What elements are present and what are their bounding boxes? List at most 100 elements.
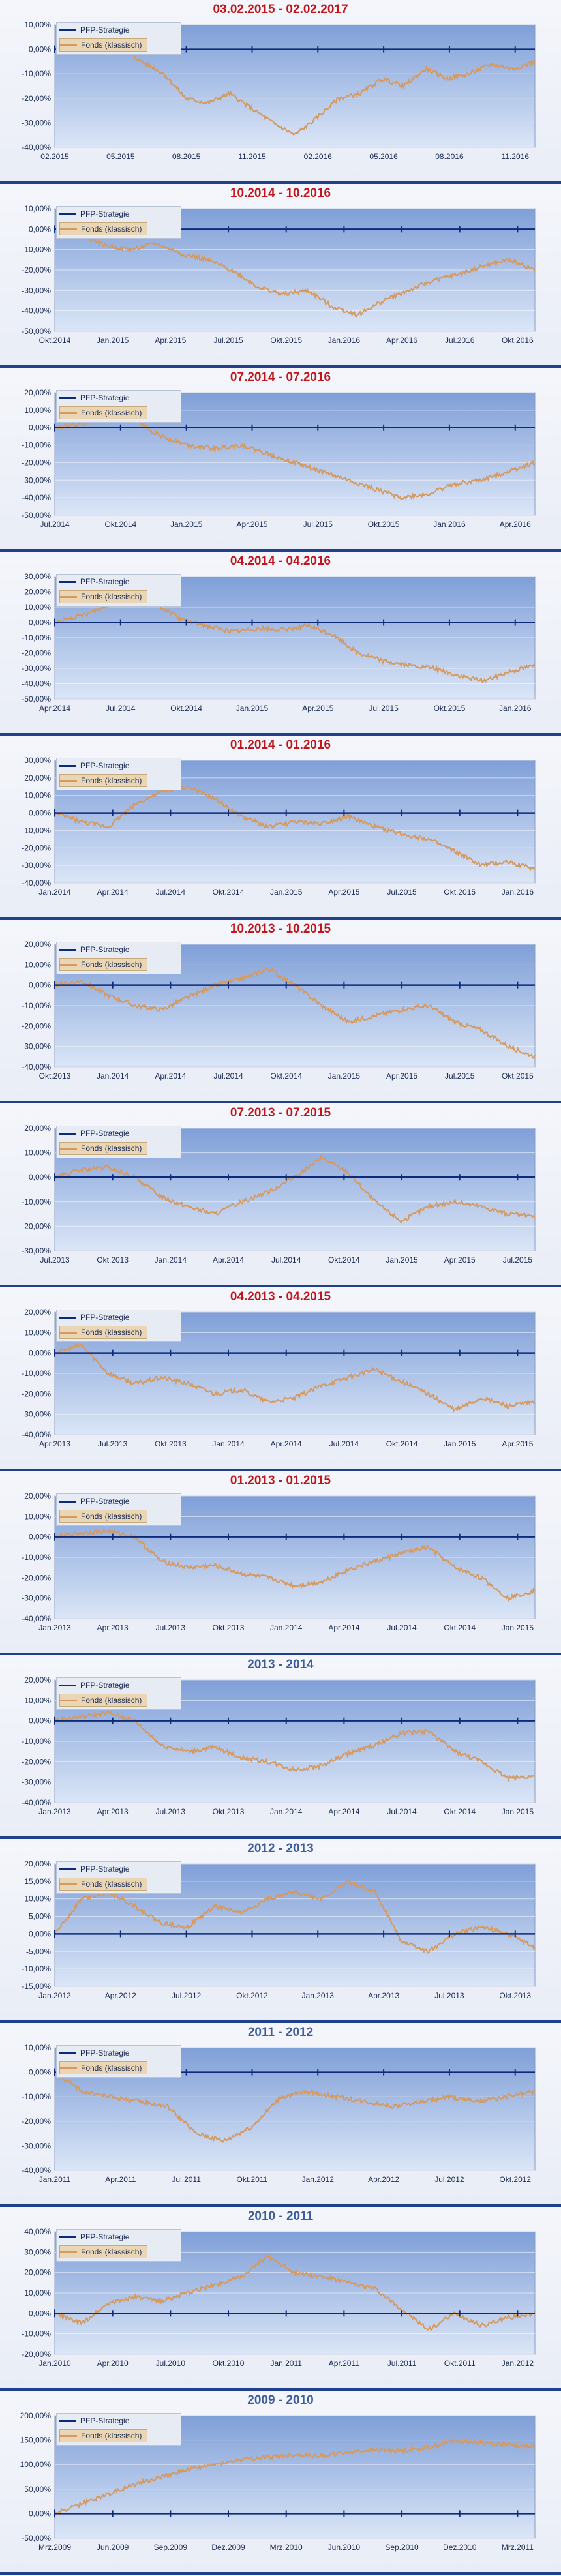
y-tick-label: -10,00% [22,826,51,835]
x-tick-label: Okt.2015 [502,1071,534,1081]
x-tick-label: 05.2015 [106,152,135,161]
legend-swatch-fonds [60,596,77,599]
y-tick-label: 20,00% [24,1124,51,1133]
y-tick-label: 0,00% [29,224,51,233]
legend-label-pfp: PFP-Strategie [80,2232,130,2241]
legend: PFP-Strategie Fonds (klassisch) [56,1126,181,1158]
series-fonds-line [53,1879,536,1954]
legend-item-pfp: PFP-Strategie [59,208,129,220]
x-tick-label: Jan.2012 [502,2359,534,2368]
legend-item-pfp: PFP-Strategie [59,2047,129,2059]
legend-item-fonds: Fonds (klassisch) [59,1142,148,1155]
chart-panel: 07.2014 - 07.2016 20,00% 10,00% 0,00% -10,00… [0,368,561,552]
legend-item-pfp: PFP-Strategie [59,1679,129,1691]
series-fonds-line [54,784,536,871]
x-tick-label: Okt.2014 [328,1255,360,1265]
x-tick-label: Jul.2014 [271,1255,301,1265]
y-tick-label: -10,00% [22,1001,51,1010]
series-fonds-line [54,2438,536,2515]
y-tick-label: -50,00% [22,695,51,704]
y-tick-label: -10,00% [22,1964,51,1973]
x-tick-label: Apr.2016 [386,336,417,345]
x-tick-label: Apr.2013 [368,1991,399,2000]
legend-swatch-fonds [60,228,77,231]
y-tick-label: -40,00% [22,1062,51,1071]
legend-label-fonds: Fonds (klassisch) [81,1512,142,1521]
x-tick-label: Okt.2011 [237,2175,268,2184]
x-tick-label: Jan.2013 [38,1807,71,1816]
chart-title: 2009 - 2010 [247,2393,314,2407]
legend-swatch-pfp [59,1868,76,1871]
x-tick-label: Jul.2011 [387,2359,417,2368]
legend: PFP-Strategie Fonds (klassisch) [56,1310,181,1342]
x-tick-label: Jul.2015 [445,1071,475,1081]
x-tick-label: Jul.2013 [434,1991,464,2000]
x-tick-label: Apr.2013 [97,1623,129,1632]
x-tick-label: 11.2015 [238,152,266,161]
legend-label-fonds: Fonds (klassisch) [81,776,142,785]
x-tick-label: Jan.2016 [502,888,534,897]
y-tick-label: -40,00% [22,2166,51,2175]
legend-item-fonds: Fonds (klassisch) [59,2061,148,2074]
legend-item-pfp: PFP-Strategie [59,1128,129,1139]
legend: PFP-Strategie Fonds (klassisch) [56,1493,181,1526]
y-tick-label: -30,00% [22,1246,51,1255]
x-tick-label: Jan.2015 [502,1807,534,1816]
y-tick-label: 30,00% [24,756,51,765]
chart-title: 07.2014 - 07.2016 [230,370,331,384]
x-tick-label: Jan.2014 [38,888,71,897]
legend-swatch-fonds [60,44,77,47]
x-tick-label: Apr.2015 [302,704,333,713]
x-tick-label: Jul.2015 [369,704,399,713]
x-tick-label: Apr.2015 [155,336,186,345]
legend-label-fonds: Fonds (klassisch) [81,1328,142,1337]
y-tick-label: 15,00% [24,1877,51,1886]
x-tick-label: 08.2015 [172,152,201,161]
legend-swatch-pfp [59,1501,76,1503]
y-tick-label: -20,00% [22,1221,51,1231]
y-tick-label: 20,00% [24,388,51,397]
chart-title: 2012 - 2013 [247,1842,314,1855]
y-tick-label: -30,00% [22,861,51,870]
chart-panel: 2011 - 2012 10,00% 0,00% -10,00% -20,00% -30,… [0,2023,561,2207]
chart-title: 01.2013 - 01.2015 [230,1474,331,1488]
y-tick-label: -20,00% [22,2350,51,2359]
y-tick-label: -20,00% [22,649,51,658]
x-tick-label: Mrz.2010 [270,2543,303,2552]
x-tick-label: Jan.2014 [270,1807,303,1816]
x-tick-label: Jan.2013 [302,1991,335,2000]
legend-label-fonds: Fonds (klassisch) [81,408,142,417]
legend-item-pfp: PFP-Strategie [59,576,129,588]
legend-item-pfp: PFP-Strategie [59,24,129,36]
series-fonds-line [54,1710,536,1783]
y-tick-label: 20,00% [24,1859,51,1868]
x-tick-label: Jul.2013 [156,1807,186,1816]
x-tick-label: Jan.2015 [270,888,303,897]
legend-swatch-fonds [60,780,77,783]
x-tick-label: Apr.2016 [500,520,531,529]
x-tick-label: Apr.2014 [39,704,70,713]
y-tick-label: -50,00% [22,511,51,520]
chart-title: 2013 - 2014 [247,1658,314,1671]
chart-panel: 04.2013 - 04.2015 20,00% 10,00% 0,00% -10,00… [0,1287,561,1471]
y-tick-label: 40,00% [24,2227,51,2236]
y-tick-label: 10,00% [24,1696,51,1705]
x-tick-label: Jan.2015 [97,336,129,345]
x-tick-label: Okt.2013 [97,1255,129,1265]
x-tick-label: Sep.2009 [154,2543,188,2552]
x-tick-label: 08.2016 [435,152,464,161]
y-tick-label: -15,00% [22,1982,51,1991]
legend-swatch-fonds [60,1516,77,1518]
x-tick-label: Apr.2013 [39,1439,70,1448]
x-tick-label: Okt.2013 [155,1439,187,1448]
series-fonds-line [54,44,536,136]
legend-label-fonds: Fonds (klassisch) [81,1144,142,1153]
legend: PFP-Strategie Fonds (klassisch) [56,2413,181,2446]
x-tick-label: Apr.2014 [97,888,129,897]
x-tick-label: Jan.2014 [212,1439,245,1448]
legend-label-fonds: Fonds (klassisch) [81,960,142,969]
x-tick-label: Jul.2014 [387,1807,417,1816]
legend-item-pfp: PFP-Strategie [59,1495,129,1507]
y-tick-label: -40,00% [22,493,51,502]
x-tick-label: 02.2015 [40,152,69,161]
